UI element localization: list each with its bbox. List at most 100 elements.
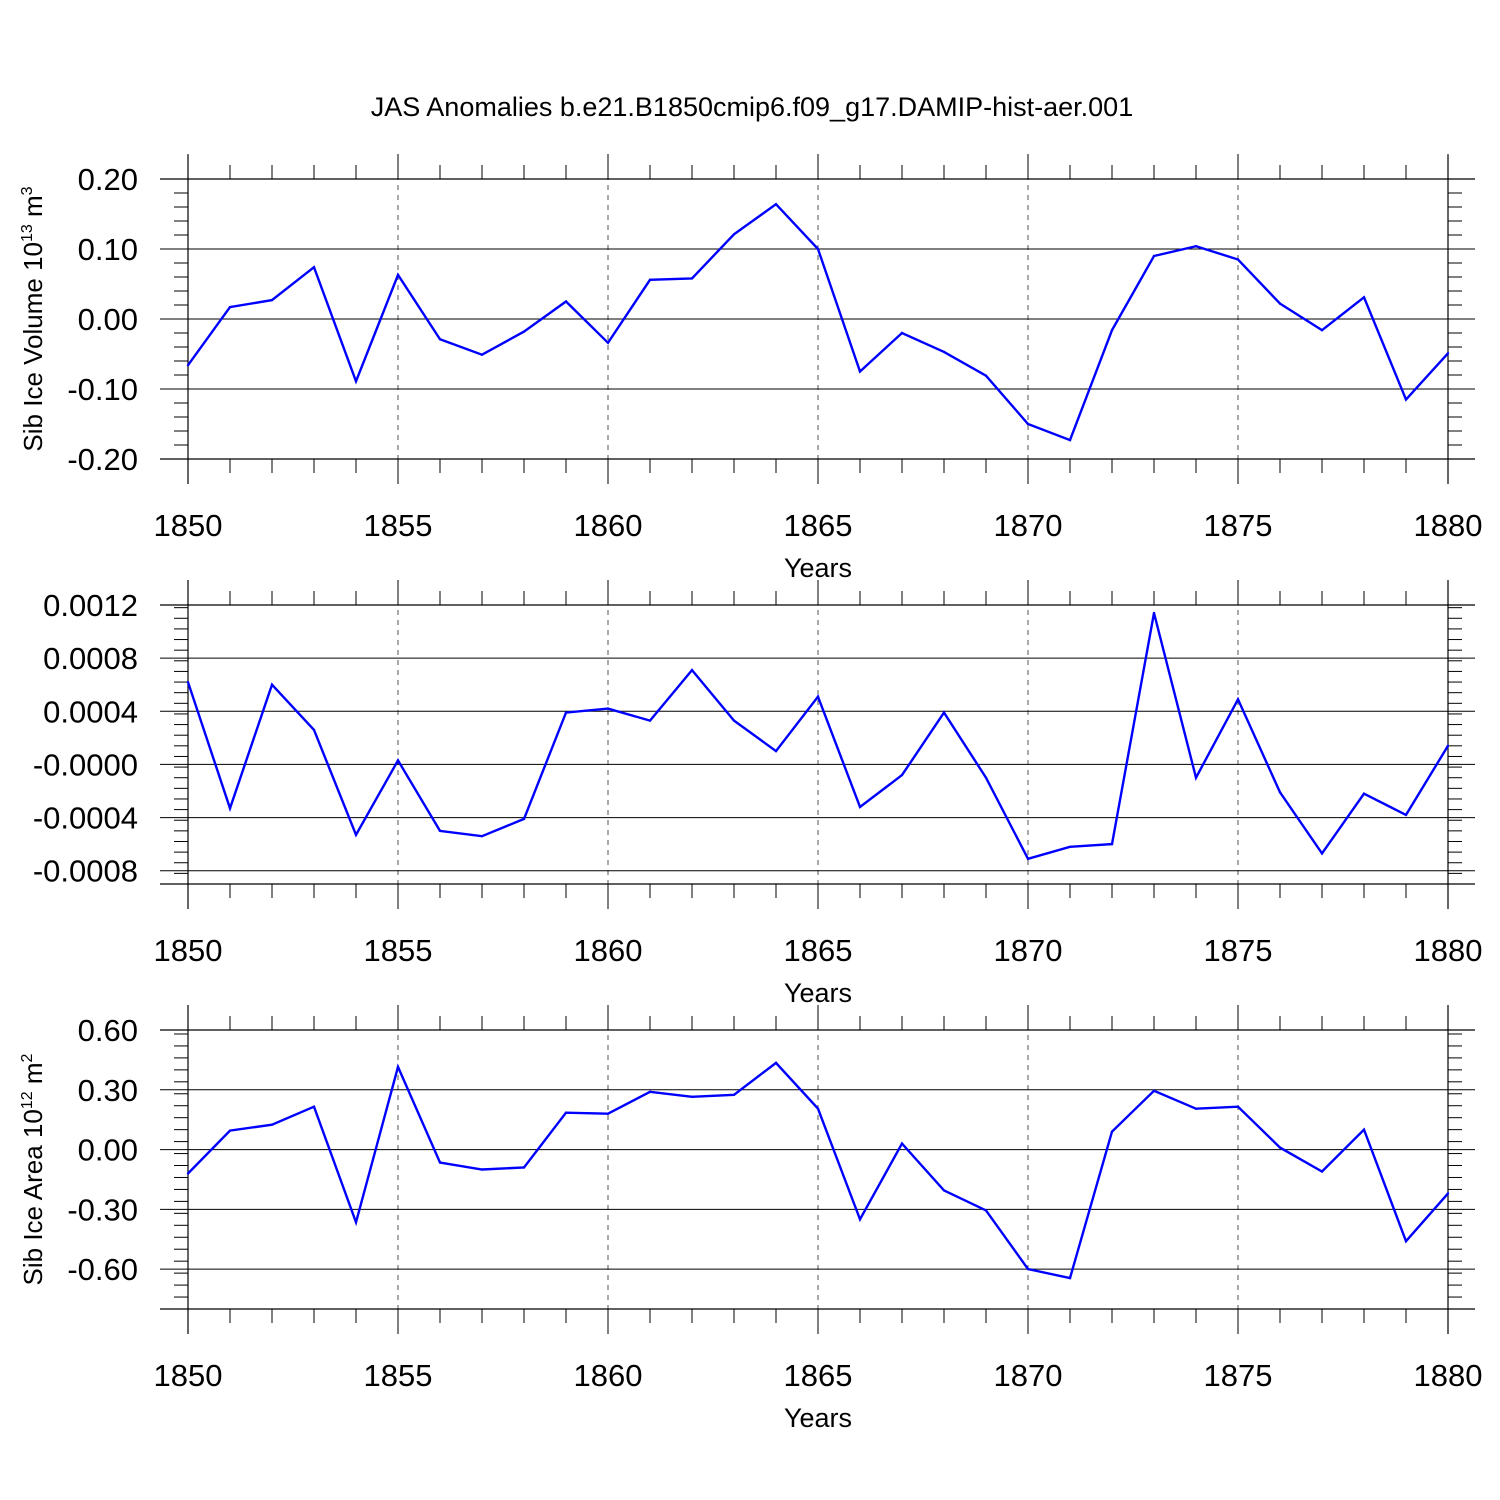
y-tick-label: 0.60 bbox=[78, 1013, 138, 1048]
data-point bbox=[1446, 1192, 1450, 1195]
data-point bbox=[354, 1221, 358, 1224]
data-point bbox=[1194, 1107, 1198, 1110]
data-point bbox=[1236, 698, 1240, 701]
data-point bbox=[270, 298, 274, 302]
x-tick-label: 1875 bbox=[1204, 508, 1273, 543]
y-tick-label: 0.20 bbox=[78, 162, 138, 197]
data-point bbox=[1404, 813, 1408, 817]
data-point bbox=[606, 1112, 610, 1115]
data-point bbox=[522, 330, 526, 333]
data-point bbox=[438, 338, 442, 341]
data-point bbox=[522, 1166, 526, 1169]
data-point bbox=[1446, 744, 1450, 748]
x-tick-label: 1870 bbox=[994, 1358, 1063, 1393]
x-axis-label: Years bbox=[784, 978, 852, 1008]
data-point bbox=[900, 331, 904, 335]
data-point bbox=[774, 203, 778, 206]
figure-title: JAS Anomalies b.e21.B1850cmip6.f09_g17.D… bbox=[371, 92, 1133, 122]
y-tick-label: -0.30 bbox=[67, 1192, 138, 1227]
data-point bbox=[1446, 352, 1450, 355]
data-point bbox=[228, 1129, 232, 1132]
data-point bbox=[858, 1218, 862, 1221]
y-tick-label: 0.00 bbox=[78, 1133, 138, 1168]
data-point bbox=[1026, 857, 1030, 860]
data-point bbox=[942, 1189, 946, 1192]
x-axis-label: Years bbox=[784, 1403, 852, 1433]
y-tick-label: -0.0004 bbox=[33, 801, 138, 836]
y-tick-label: 0.30 bbox=[78, 1073, 138, 1108]
x-tick-label: 1860 bbox=[574, 1358, 643, 1393]
data-point bbox=[816, 1107, 820, 1110]
data-point bbox=[522, 817, 526, 821]
data-point bbox=[1404, 398, 1408, 401]
data-point bbox=[1194, 776, 1198, 779]
panel-ice-volume: 0.20 0.10 0.00 -0.10 -0.20 1850 1855 1860 1865 18… bbox=[18, 154, 1482, 583]
data-point bbox=[690, 668, 694, 672]
data-point bbox=[312, 1105, 316, 1108]
data-point bbox=[858, 805, 862, 809]
data-point bbox=[606, 341, 610, 344]
data-point bbox=[1068, 845, 1072, 848]
x-tick-label: 1870 bbox=[994, 933, 1063, 968]
data-point bbox=[1320, 852, 1324, 855]
data-point bbox=[564, 711, 568, 714]
data-point bbox=[984, 776, 988, 779]
data-point bbox=[1404, 1240, 1408, 1243]
y-tick-label: -0.60 bbox=[67, 1252, 138, 1287]
x-tick-label: 1865 bbox=[784, 1358, 853, 1393]
data-point bbox=[774, 749, 778, 753]
data-point bbox=[186, 364, 190, 367]
x-tick-label: 1880 bbox=[1414, 1358, 1483, 1393]
y-tick-label: 0.0012 bbox=[43, 588, 138, 623]
data-point bbox=[690, 1095, 694, 1098]
data-point bbox=[1110, 1130, 1114, 1133]
data-point bbox=[1236, 258, 1240, 261]
data-point bbox=[270, 1123, 274, 1126]
data-point bbox=[1320, 329, 1324, 332]
x-axis-label: Years bbox=[784, 553, 852, 583]
data-point bbox=[1110, 842, 1114, 846]
x-tick-label: 1875 bbox=[1204, 1358, 1273, 1393]
data-point bbox=[354, 380, 358, 383]
data-point bbox=[774, 1061, 778, 1065]
data-point bbox=[1278, 791, 1282, 794]
x-tick-label: 1855 bbox=[364, 508, 433, 543]
x-tick-label: 1860 bbox=[574, 933, 643, 968]
x-tick-label: 1850 bbox=[154, 1358, 223, 1393]
data-point bbox=[816, 695, 820, 698]
data-point bbox=[438, 829, 442, 833]
y-tick-label: 0.10 bbox=[78, 232, 138, 267]
data-point bbox=[648, 1090, 652, 1093]
data-point bbox=[1362, 792, 1366, 795]
y-tick-label: -0.0000 bbox=[33, 747, 138, 782]
data-point bbox=[1320, 1170, 1324, 1173]
data-point bbox=[732, 719, 736, 722]
data-point bbox=[900, 773, 904, 777]
data-point bbox=[942, 350, 946, 354]
data-point bbox=[312, 266, 316, 269]
data-point bbox=[1278, 1146, 1282, 1149]
data-point bbox=[1236, 1105, 1240, 1108]
data-point bbox=[480, 1168, 484, 1171]
data-point bbox=[690, 277, 694, 280]
x-tick-label: 1880 bbox=[1414, 933, 1483, 968]
data-point bbox=[648, 278, 652, 281]
x-tick-label: 1855 bbox=[364, 933, 433, 968]
y-tick-label: -0.10 bbox=[67, 372, 138, 407]
data-point bbox=[270, 683, 274, 686]
y-tick-label: -0.0008 bbox=[33, 854, 138, 889]
y-tick-label: 0.00 bbox=[78, 302, 138, 337]
data-point bbox=[1026, 422, 1030, 426]
data-point bbox=[1362, 296, 1366, 299]
data-point bbox=[1194, 245, 1198, 248]
data-point bbox=[900, 1142, 904, 1145]
x-tick-label: 1850 bbox=[154, 508, 223, 543]
y-axis-label: Sib Ice Area 1012 m2 bbox=[18, 1053, 48, 1285]
data-point bbox=[1278, 302, 1282, 305]
data-point bbox=[186, 1172, 190, 1175]
data-point bbox=[1068, 1276, 1072, 1280]
x-tick-label: 1865 bbox=[784, 933, 853, 968]
panel-snow-volume: 0.0012 0.0008 0.0004 -0.0000 -0.0004 -0.0008 1… bbox=[33, 580, 1483, 1008]
y-tick-label: 0.0004 bbox=[43, 694, 138, 729]
